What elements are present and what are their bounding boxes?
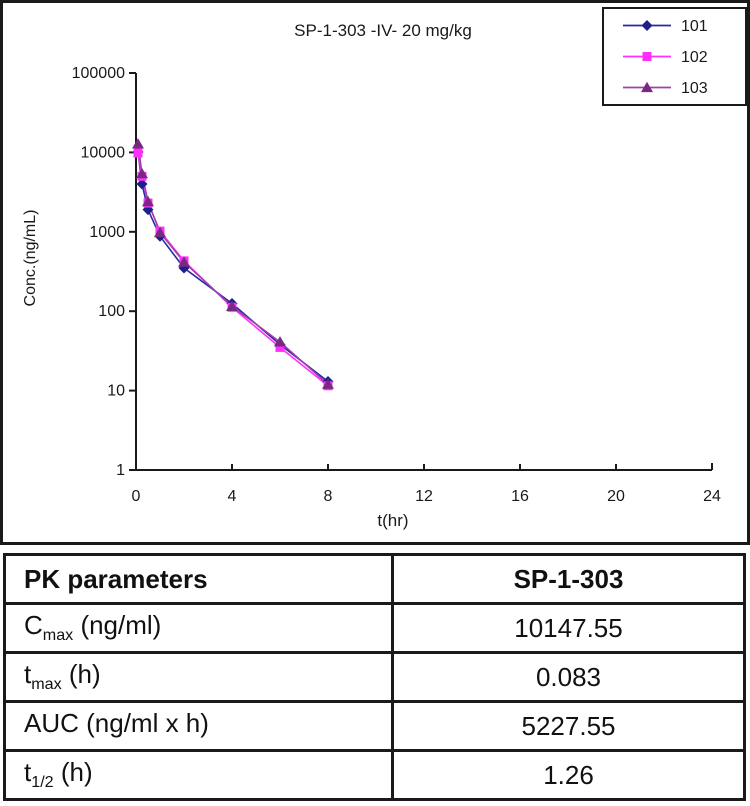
x-tick-24: 24 <box>703 488 721 505</box>
legend-marker-101 <box>641 20 653 31</box>
y-tick-10: 10 <box>107 383 125 400</box>
x-axis-label: t(hr) <box>377 511 408 530</box>
series-103-line <box>137 143 329 385</box>
x-tick-labels: 0 4 8 12 16 20 24 <box>132 488 721 505</box>
table-row-cmax: Cmax (ng/ml) 10147.55 <box>3 602 746 654</box>
param-tmax-sub: max <box>31 675 62 694</box>
y-tick-labels: 1 10 100 1000 10000 100000 <box>72 65 125 479</box>
x-tick-marks <box>231 464 617 470</box>
x-tick-4: 4 <box>228 488 237 505</box>
table-row-thalf: t1/2 (h) 1.26 <box>3 749 746 801</box>
param-auc-base: AUC (ng/ml x h) <box>24 708 209 739</box>
value-thalf: 1.26 <box>391 749 746 801</box>
param-thalf-rest: (h) <box>53 757 93 788</box>
param-thalf-sub: 1/2 <box>31 773 54 792</box>
header-pk-parameters: PK parameters <box>3 553 394 605</box>
series-103-marker <box>154 226 166 238</box>
series-103-marker <box>142 195 154 207</box>
header-compound: SP-1-303 <box>391 553 746 605</box>
y-tick-marks <box>129 72 136 471</box>
x-tick-0: 0 <box>132 488 141 505</box>
table-row-tmax: tmax (h) 0.083 <box>3 651 746 703</box>
chart-title: SP-1-303 -IV- 20 mg/kg <box>294 21 472 40</box>
series-101-line <box>137 151 329 383</box>
param-cmax-base: C <box>24 610 43 641</box>
value-cmax: 10147.55 <box>391 602 746 654</box>
table-header-row: PK parameters SP-1-303 <box>3 553 746 605</box>
param-thalf-base: t <box>24 757 32 788</box>
pk-chart-panel: SP-1-303 -IV- 20 mg/kg <box>0 0 750 545</box>
x-tick-16: 16 <box>511 488 529 505</box>
table-row-auc: AUC (ng/ml x h) 5227.55 <box>3 700 746 752</box>
pk-parameters-table: PK parameters SP-1-303 Cmax (ng/ml) 1014… <box>3 553 746 801</box>
param-cmax-rest: (ng/ml) <box>73 610 162 641</box>
legend-label-102: 102 <box>681 49 708 66</box>
param-thalf-label: t1/2 (h) <box>3 749 394 801</box>
param-cmax-sub: max <box>42 626 74 645</box>
x-tick-12: 12 <box>415 488 433 505</box>
y-tick-10000: 10000 <box>81 144 126 161</box>
series-layer <box>131 138 334 391</box>
series-103-marker <box>226 300 238 311</box>
legend-labels: 101 102 103 <box>681 18 708 97</box>
param-auc-label: AUC (ng/ml x h) <box>3 700 394 752</box>
series-103-marker <box>136 167 148 179</box>
y-axis-label: Conc.(ng/mL) <box>22 210 39 307</box>
y-tick-1000: 1000 <box>89 224 125 241</box>
value-auc: 5227.55 <box>391 700 746 752</box>
y-tick-100000: 100000 <box>72 65 125 82</box>
value-tmax: 0.083 <box>391 651 746 703</box>
param-cmax-label: Cmax (ng/ml) <box>3 602 394 654</box>
series-103-marker <box>131 138 144 149</box>
series-103-marker <box>274 336 286 347</box>
x-tick-8: 8 <box>324 488 333 505</box>
param-tmax-rest: (h) <box>61 659 101 690</box>
series-103-marker <box>322 378 334 389</box>
legend-marker-102 <box>642 52 652 61</box>
series-102-marker <box>275 342 285 352</box>
series-101-marker <box>136 178 148 190</box>
param-tmax-base: t <box>24 659 32 690</box>
legend-markers <box>623 20 671 93</box>
series-103-marker <box>178 256 190 267</box>
legend-marker-103 <box>641 81 653 93</box>
legend-label-103: 103 <box>681 80 708 97</box>
series-102-line <box>137 152 329 387</box>
y-tick-1: 1 <box>116 462 125 479</box>
y-tick-100: 100 <box>98 303 125 320</box>
x-tick-20: 20 <box>607 488 625 505</box>
series-102-marker <box>133 148 143 158</box>
param-tmax-label: tmax (h) <box>3 651 394 703</box>
legend-label-101: 101 <box>681 18 708 35</box>
pk-chart: SP-1-303 -IV- 20 mg/kg <box>22 7 747 530</box>
